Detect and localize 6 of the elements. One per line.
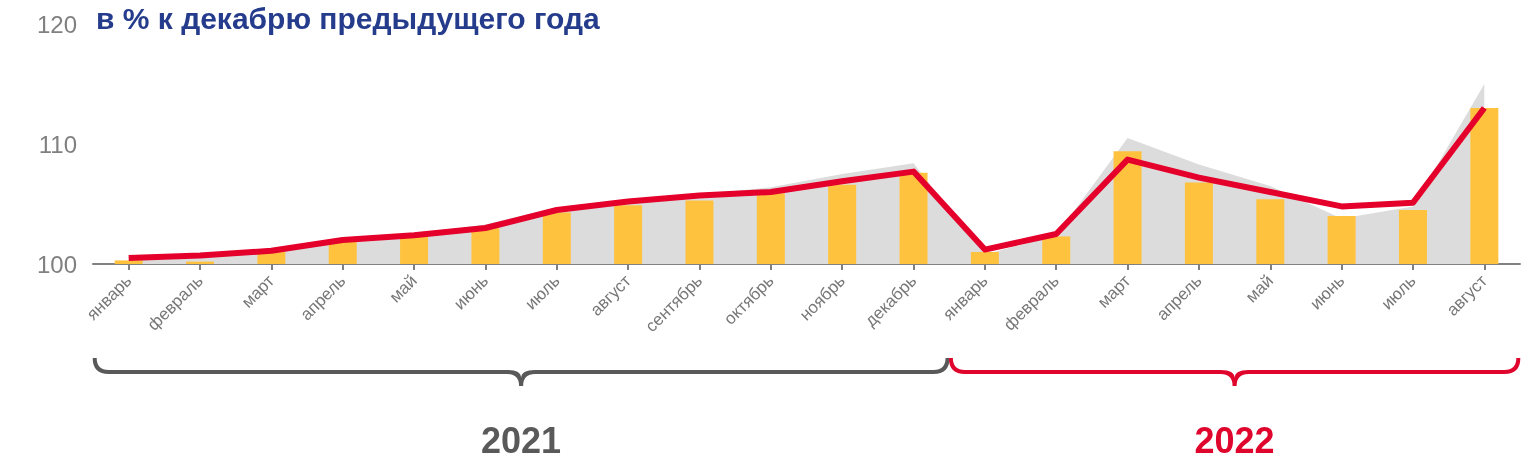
text: 2021 bbox=[481, 420, 562, 459]
y-tick-label: 110 bbox=[38, 130, 77, 158]
y-tick-label: 100 bbox=[36, 250, 77, 278]
text: 2022 bbox=[1194, 420, 1275, 459]
y-tick-label: 120 bbox=[36, 10, 77, 38]
chart-title: в % к декабрю предыдущего года bbox=[96, 2, 600, 36]
